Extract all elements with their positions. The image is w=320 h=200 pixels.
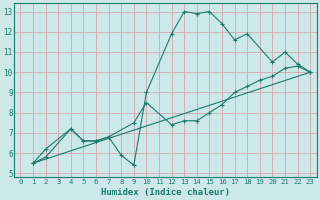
X-axis label: Humidex (Indice chaleur): Humidex (Indice chaleur) [101, 188, 230, 197]
